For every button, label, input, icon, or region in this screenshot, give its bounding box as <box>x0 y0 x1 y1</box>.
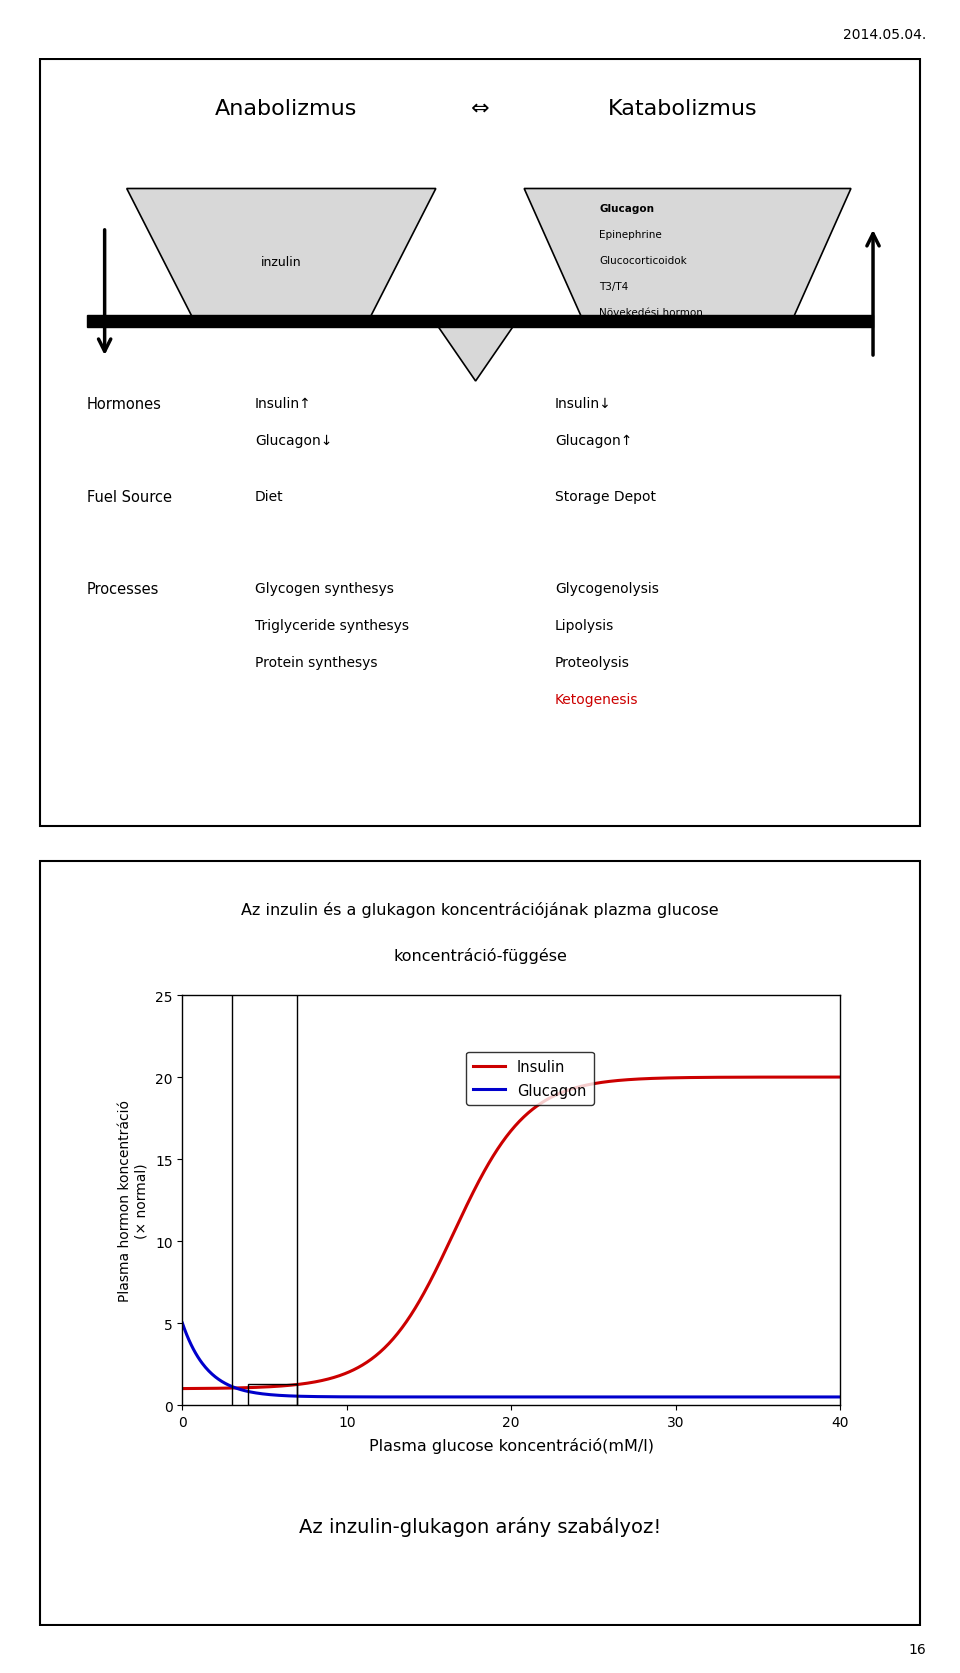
Text: Hormones: Hormones <box>87 397 162 412</box>
Glucagon <box>615 1387 627 1407</box>
Text: Glucagon: Glucagon <box>599 204 654 214</box>
Glucagon <box>564 1387 576 1407</box>
Insulin <box>474 1169 486 1190</box>
Glucagon <box>672 1387 684 1407</box>
Legend: Insulin, Glucagon: Insulin, Glucagon <box>466 1052 593 1106</box>
Text: Glucagon↓: Glucagon↓ <box>254 433 332 448</box>
X-axis label: Plasma glucose koncentráció(mM/l): Plasma glucose koncentráció(mM/l) <box>369 1437 654 1454</box>
Text: Növekedési hormon: Növekedési hormon <box>599 308 703 318</box>
Text: Ketogenesis: Ketogenesis <box>555 693 638 706</box>
Glucagon <box>293 1387 304 1407</box>
Text: inzulin: inzulin <box>261 256 301 269</box>
Text: Glucagon↑: Glucagon↑ <box>555 433 633 448</box>
Text: Katabolizmus: Katabolizmus <box>609 99 758 119</box>
Text: Insulin↑: Insulin↑ <box>254 397 312 412</box>
Text: Glycogen synthesys: Glycogen synthesys <box>254 582 394 596</box>
Polygon shape <box>439 328 513 381</box>
Glucagon <box>177 1313 188 1333</box>
Text: Processes: Processes <box>87 582 159 597</box>
Text: Glucocorticoidok: Glucocorticoidok <box>599 256 687 266</box>
Polygon shape <box>127 189 436 328</box>
Text: Proteolysis: Proteolysis <box>555 656 630 669</box>
Insulin <box>293 1375 304 1395</box>
Glucagon <box>346 1387 357 1407</box>
FancyBboxPatch shape <box>40 60 920 826</box>
Text: Storage Depot: Storage Depot <box>555 490 656 504</box>
Text: T3/T4: T3/T4 <box>599 283 629 293</box>
Text: Epinephrine: Epinephrine <box>599 229 662 239</box>
Text: Az inzulin és a glukagon koncentrációjának plazma glucose: Az inzulin és a glukagon koncentrációján… <box>241 902 719 918</box>
Text: koncentráció-függése: koncentráció-függése <box>393 947 567 964</box>
Text: Anabolizmus: Anabolizmus <box>214 99 357 119</box>
Text: ⇔: ⇔ <box>470 99 490 119</box>
Insulin <box>564 1079 576 1099</box>
Text: Lipolysis: Lipolysis <box>555 619 614 632</box>
Bar <box>248 1384 298 1405</box>
Text: Az inzulin-glukagon arány szabályoz!: Az inzulin-glukagon arány szabályoz! <box>299 1516 661 1536</box>
Insulin <box>672 1067 684 1087</box>
Insulin <box>834 1067 846 1087</box>
FancyBboxPatch shape <box>40 862 920 1624</box>
Text: Fuel Source: Fuel Source <box>87 490 172 505</box>
Y-axis label: Plasma hormon koncentráció
(× normal): Plasma hormon koncentráció (× normal) <box>118 1099 148 1302</box>
Polygon shape <box>524 189 851 328</box>
Glucagon <box>474 1387 486 1407</box>
Text: 16: 16 <box>909 1643 926 1656</box>
Text: Triglyceride synthesys: Triglyceride synthesys <box>254 619 409 632</box>
Line: Insulin: Insulin <box>182 1077 840 1389</box>
Text: 2014.05.04.: 2014.05.04. <box>843 28 926 42</box>
Text: Insulin↓: Insulin↓ <box>555 397 612 412</box>
Bar <box>87 316 873 328</box>
Insulin <box>346 1360 357 1380</box>
Text: Diet: Diet <box>254 490 283 504</box>
Insulin <box>615 1071 627 1091</box>
Glucagon <box>834 1387 846 1407</box>
Text: Protein synthesys: Protein synthesys <box>254 656 377 669</box>
Text: Glycogenolysis: Glycogenolysis <box>555 582 659 596</box>
Insulin <box>177 1379 188 1399</box>
Line: Glucagon: Glucagon <box>182 1323 840 1397</box>
